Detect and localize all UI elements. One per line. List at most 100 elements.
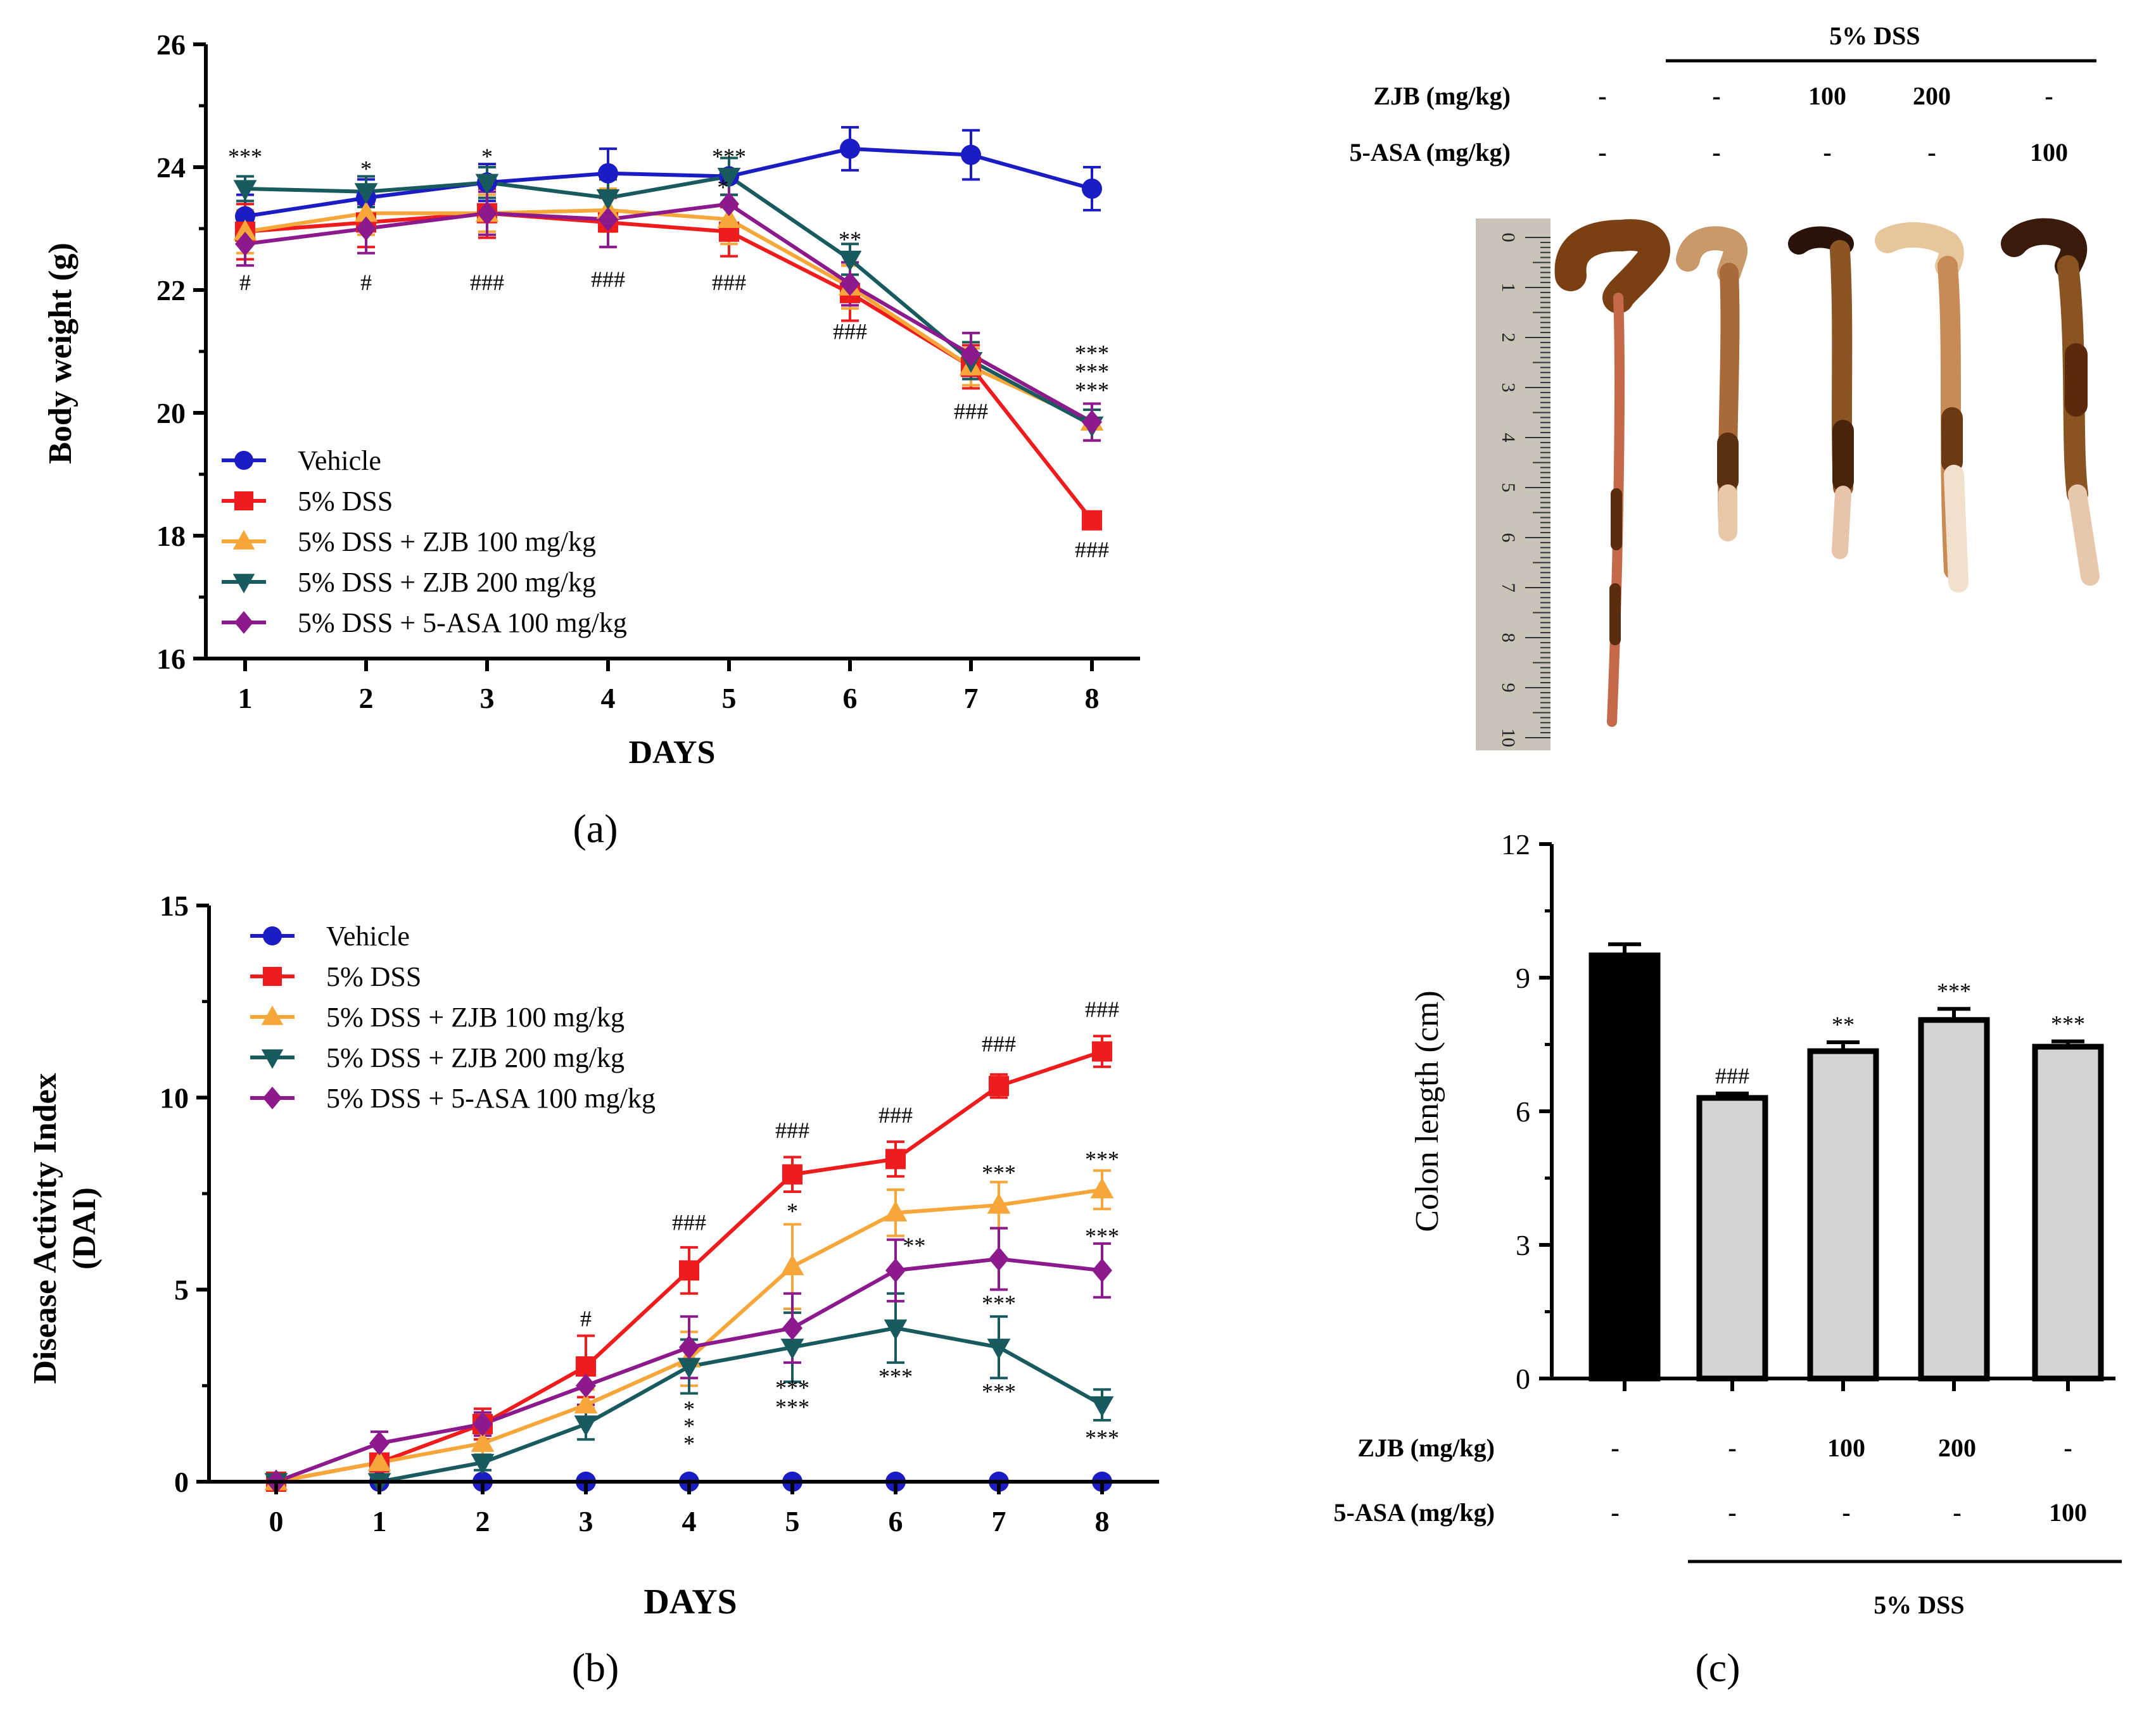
panel-b-y-axis-title-line1: Disease Activity Index [27, 1073, 63, 1384]
ruler-number-9: 9 [1498, 683, 1519, 693]
b-annotation-7: *** [775, 1375, 809, 1401]
bar-table-cell-0-2: 100 [1827, 1434, 1865, 1462]
bar-table-cell-1-2: - [1842, 1498, 1850, 1527]
colon-specimen-5 [2001, 218, 2100, 586]
a-legend-label-3: 5% DSS + ZJB 200 mg/kg [298, 567, 596, 598]
panel-b-dai-chart: ####***###*******###*****###*********###… [27, 890, 1159, 1622]
a-point-3-1 [354, 183, 378, 204]
a-annotation-0: *** [228, 144, 262, 169]
a-annotation-4: * [481, 144, 493, 169]
bar-row-label-zjb: ZJB (mg/kg) [1357, 1434, 1495, 1462]
a-point-3-0 [233, 180, 257, 201]
c-errorbar-2 [1827, 1040, 1860, 1052]
bar-table-cell-1-4: 100 [2049, 1498, 2087, 1527]
panel-b-legend: Vehicle 5% DSS 5% DSS + ZJB 100 mg/kg 5% DS… [250, 921, 656, 1114]
panel-b-label: (b) [572, 1645, 619, 1690]
bar-group-label: 5% DSS [1874, 1591, 1964, 1619]
panel-a-markers [233, 138, 1104, 531]
b-annotation-9: ### [878, 1102, 913, 1128]
panel-a-axes: 16 18 20 22 24 26 1 2 3 4 5 6 7 8 [156, 28, 1140, 714]
a-point-2-1 [354, 201, 378, 222]
photo-table-cell-0-4: - [2045, 82, 2053, 110]
b-legend-marker-1 [263, 967, 282, 986]
b-point-2-2 [471, 1431, 495, 1452]
bar-table-cell-1-0: - [1611, 1498, 1619, 1527]
c-significance-4: *** [2051, 1011, 2085, 1037]
a-annotation-16: ### [1075, 537, 1109, 562]
b-legend-label-1: 5% DSS [326, 961, 421, 992]
photo-table-cell-1-2: - [1823, 138, 1831, 167]
b-y-tick-label-1: 5 [174, 1274, 189, 1306]
b-annotation-11: *** [878, 1363, 913, 1389]
b-point-4-3 [576, 1373, 596, 1398]
a-point-0-7 [1082, 178, 1102, 199]
colon-specimen-3 [1788, 226, 1854, 559]
a-y-tick-label-5: 26 [156, 28, 186, 61]
a-annotation-12: ### [954, 399, 988, 424]
panel-a-annotations: ***#*#*### ###****###**######*********### [228, 144, 1109, 562]
a-line-2 [244, 208, 1093, 424]
a-x-tick-label-5: 6 [843, 682, 858, 714]
b-point-2-6 [884, 1201, 908, 1221]
ruler-number-2: 2 [1498, 333, 1519, 343]
b-annotation-4: * [683, 1430, 695, 1456]
panel-a-legend: Vehicle 5% DSS 5% DSS + ZJB 100 mg/kg 5% DS… [222, 445, 627, 638]
a-annotation-15: *** [1075, 377, 1109, 403]
b-annotation-14: *** [982, 1290, 1016, 1316]
bar-table-cells: - - 100 200 - - - - - 100 [1611, 1434, 2087, 1527]
photo-table-cell-1-1: - [1712, 138, 1720, 167]
a-annotation-3: # [360, 270, 372, 295]
a-y-tick-label-3: 22 [156, 274, 186, 306]
b-point-3-8 [1090, 1396, 1114, 1417]
c-bar-4 [2032, 1044, 2104, 1382]
b-point-1-8 [1092, 1041, 1112, 1062]
photo-table-cell-0-2: 100 [1808, 82, 1846, 110]
a-annotation-11: ### [833, 319, 867, 344]
colon-specimen-2 [1676, 226, 1747, 541]
b-annotation-6: * [787, 1198, 798, 1223]
b-point-2-3 [574, 1392, 598, 1414]
a-point-4-4 [719, 192, 739, 217]
b-legend-marker-0 [263, 926, 282, 945]
b-point-2-8 [1090, 1177, 1114, 1199]
a-x-tick-label-6: 7 [964, 682, 979, 714]
colon-specimen-1 [1554, 219, 1670, 727]
b-x-tick-label-5: 5 [785, 1505, 800, 1537]
b-x-tick-label-3: 3 [579, 1505, 593, 1537]
b-point-4-5 [782, 1316, 802, 1341]
ruler [1476, 218, 1550, 750]
a-y-tick-label-4: 24 [156, 151, 186, 184]
a-x-tick-label-2: 3 [480, 682, 495, 714]
ruler-number-10: 10 [1498, 728, 1519, 747]
a-legend-marker-0 [234, 451, 253, 470]
b-annotation-12: ### [982, 1031, 1016, 1057]
a-legend-label-2: 5% DSS + ZJB 100 mg/kg [298, 526, 596, 557]
photo-table-cell-0-0: - [1598, 82, 1606, 110]
b-point-4-6 [885, 1258, 906, 1283]
b-annotation-8: *** [775, 1394, 809, 1420]
a-x-tick-label-1: 2 [359, 682, 374, 714]
b-point-4-8 [1092, 1258, 1112, 1283]
panel-b-annotations: ####***###*******###*****###*********###… [580, 997, 1119, 1456]
b-point-1-7 [989, 1076, 1009, 1097]
a-annotation-5: ### [470, 270, 504, 295]
b-annotation-2: * [683, 1396, 695, 1422]
b-x-tick-label-1: 1 [372, 1505, 387, 1537]
b-annotation-19: *** [1085, 1425, 1119, 1450]
a-legend-marker-1 [234, 491, 253, 510]
panel-a-label: (a) [573, 806, 618, 851]
b-x-tick-label-8: 8 [1095, 1505, 1110, 1537]
a-point-3-2 [475, 173, 499, 195]
b-annotation-5: ### [775, 1118, 809, 1143]
a-point-2-0 [233, 219, 257, 241]
b-annotation-15: *** [982, 1379, 1016, 1404]
c-bar-1 [1696, 1095, 1768, 1382]
a-line-0 [244, 146, 1093, 218]
panel-b-axes: 0 5 10 15 0 1 2 3 4 5 6 7 8 [160, 890, 1159, 1537]
b-annotation-16: ### [1085, 997, 1119, 1022]
a-point-4-0 [235, 232, 255, 256]
b-point-3-4 [677, 1358, 701, 1379]
b-point-4-1 [369, 1431, 390, 1456]
ruler-number-4: 4 [1498, 433, 1519, 443]
a-point-0-6 [961, 144, 981, 165]
